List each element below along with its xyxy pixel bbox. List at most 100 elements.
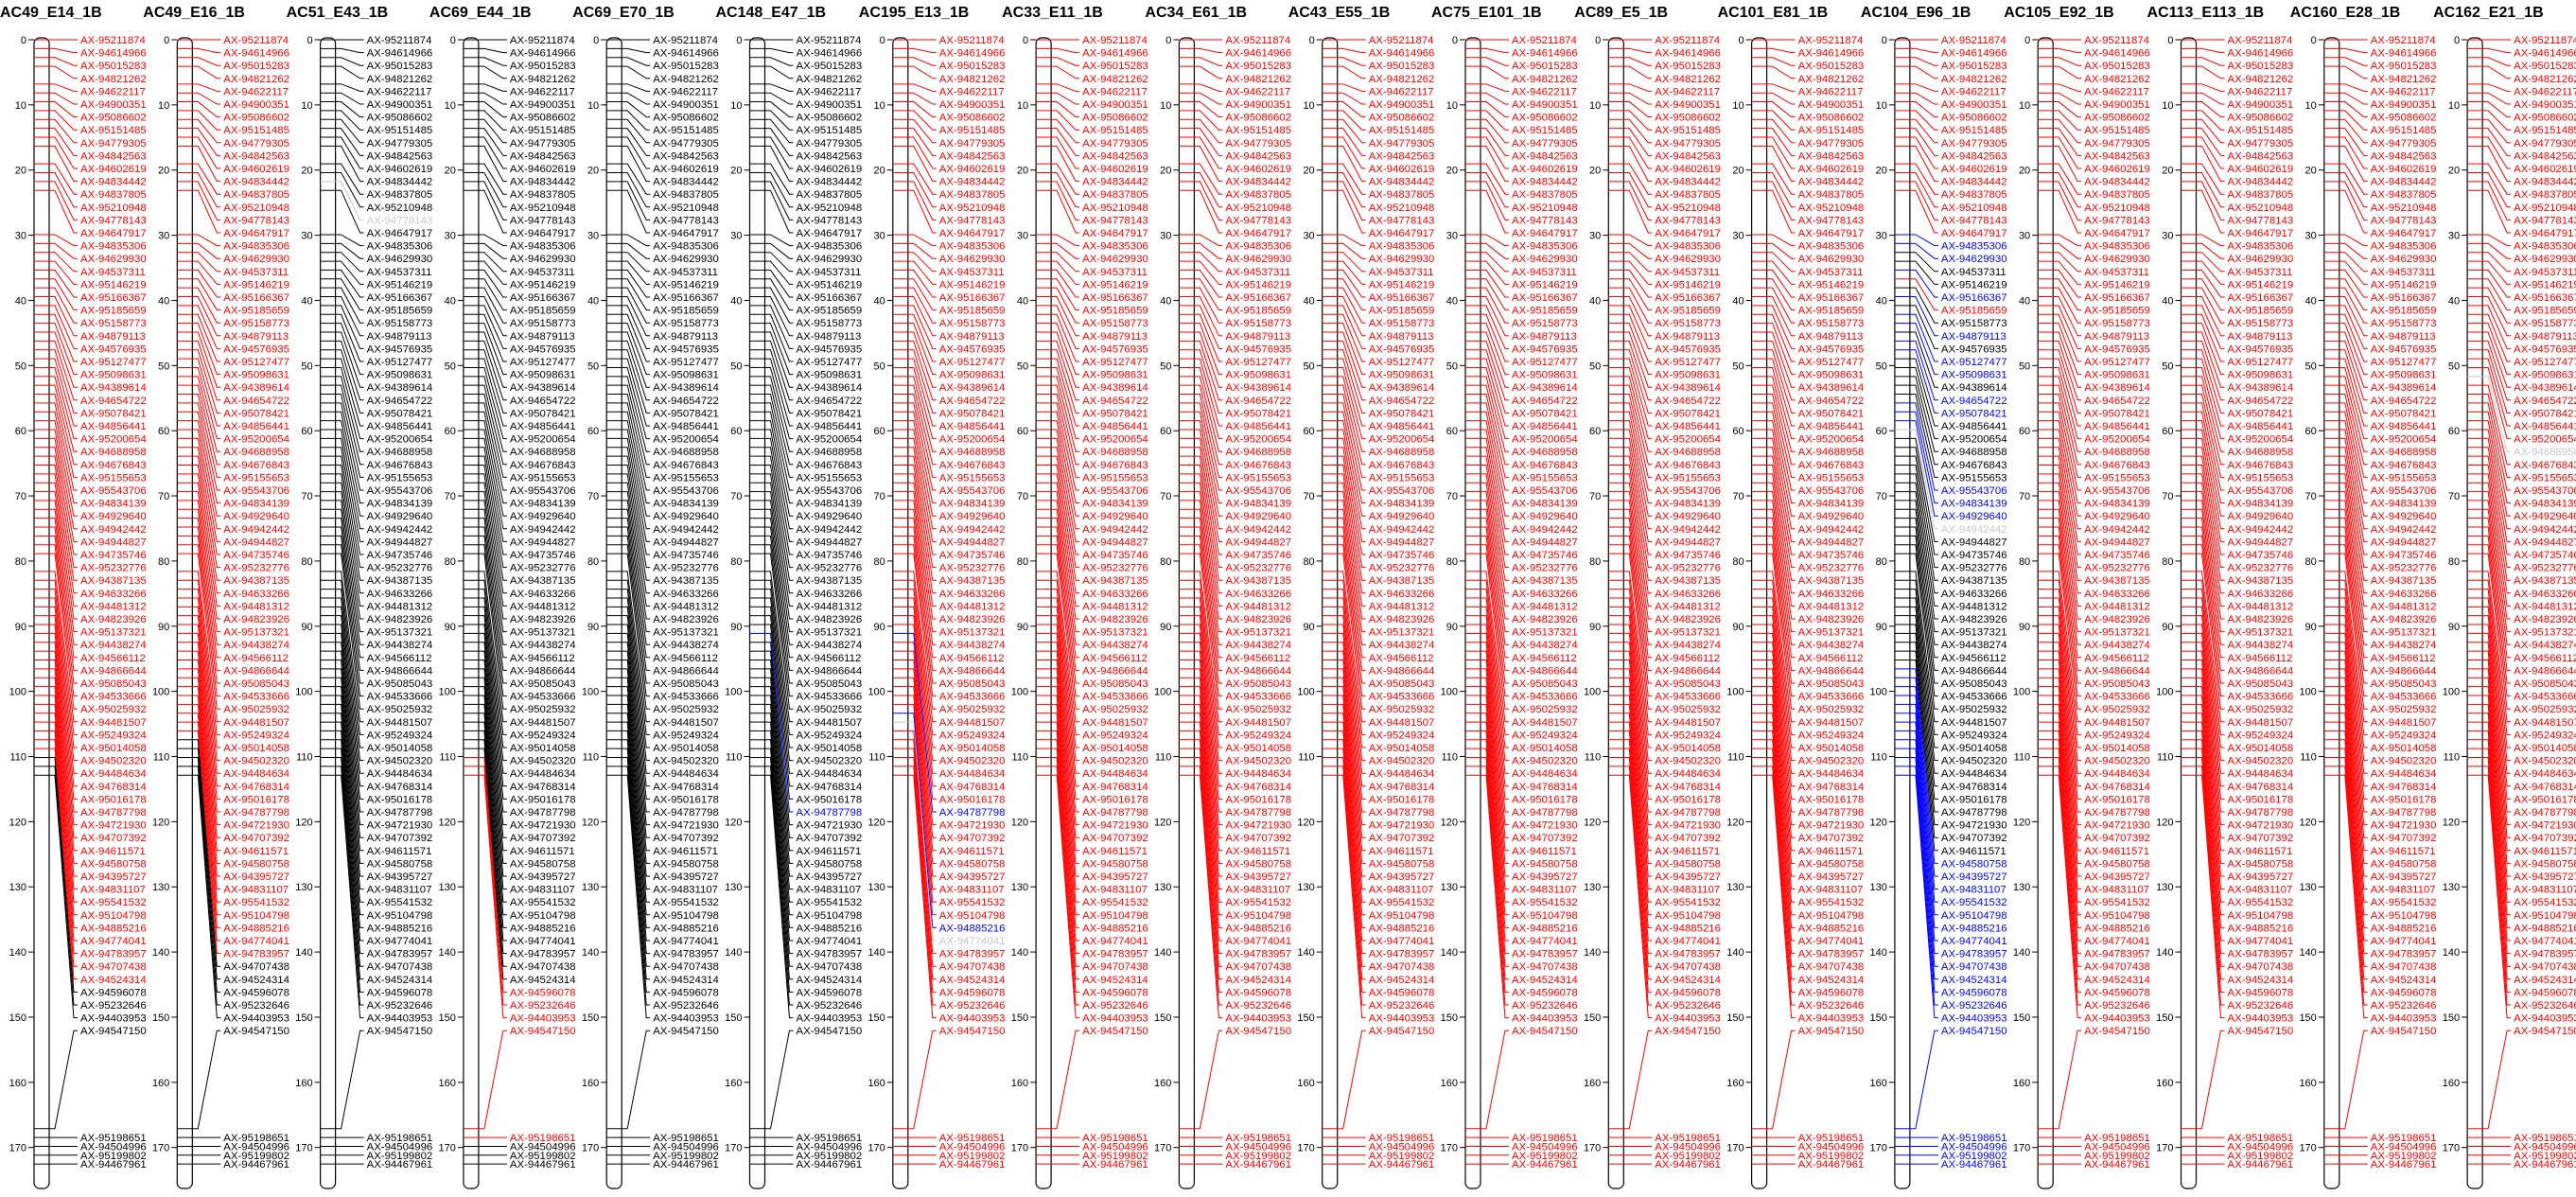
marker-label: AX-94856441 xyxy=(939,421,1006,432)
marker-connector xyxy=(2482,394,2512,478)
marker-connector xyxy=(1481,136,1509,169)
marker-connector xyxy=(49,349,78,414)
marker-label: AX-95543706 xyxy=(939,485,1006,497)
marker-label: AX-94735746 xyxy=(2228,550,2294,561)
marker-connector xyxy=(49,83,78,92)
marker-label: AX-94633266 xyxy=(1225,589,1291,600)
marker-connector xyxy=(1766,101,1796,118)
marker-connector xyxy=(2482,376,2512,452)
marker-connector xyxy=(2339,642,2368,826)
marker-label: AX-95198651 xyxy=(2228,1133,2294,1144)
marker-label: AX-94629930 xyxy=(2084,254,2150,265)
marker-connector xyxy=(1766,287,1796,324)
axis-tick-label: 150 xyxy=(9,1012,26,1024)
marker-connector xyxy=(1766,411,1796,504)
marker-connector xyxy=(1909,544,1938,697)
marker-connector xyxy=(49,695,78,903)
marker-connector xyxy=(2053,473,2082,594)
axis-tick-label: 150 xyxy=(1154,1012,1171,1024)
marker-connector xyxy=(1766,128,1796,156)
marker-connector xyxy=(2339,163,2368,195)
marker-connector xyxy=(2196,757,2225,993)
marker-label: AX-94787798 xyxy=(797,807,863,819)
marker-label: AX-95155653 xyxy=(797,472,863,484)
marker-label: AX-94835306 xyxy=(510,241,576,253)
marker-connector xyxy=(764,748,794,980)
marker-label: AX-95166367 xyxy=(1082,292,1148,304)
marker-label: AX-94768314 xyxy=(1369,782,1435,793)
marker-connector xyxy=(1194,411,1223,504)
axis-tick-label: 160 xyxy=(1726,1078,1744,1089)
marker-connector xyxy=(2053,296,2082,337)
marker-label: AX-95151485 xyxy=(510,125,576,136)
marker-connector xyxy=(1337,660,1366,852)
marker-connector xyxy=(2196,349,2225,414)
marker-connector xyxy=(1623,181,1653,220)
marker-label: AX-94502320 xyxy=(1655,756,1721,767)
marker-connector xyxy=(2482,269,2512,298)
marker-label: AX-95198651 xyxy=(797,1133,863,1144)
marker-connector xyxy=(764,597,794,762)
marker-label: AX-94774041 xyxy=(1512,936,1578,947)
marker-connector xyxy=(2482,181,2512,220)
marker-label: AX-94537311 xyxy=(1941,267,2006,278)
marker-connector xyxy=(1766,269,1796,298)
marker-label: AX-94580758 xyxy=(2371,858,2437,870)
marker-label: AX-94596078 xyxy=(2371,987,2437,998)
axis-tick-label: 50 xyxy=(2448,361,2460,372)
marker-connector xyxy=(907,269,937,298)
marker-connector xyxy=(2482,402,2512,491)
marker-connector xyxy=(2053,526,2082,671)
marker-label: AX-94866644 xyxy=(80,665,147,677)
marker-label: AX-94547150 xyxy=(367,1026,433,1037)
marker-connector xyxy=(1051,739,1080,967)
marker-label: AX-94707392 xyxy=(80,833,147,844)
marker-label: AX-95016178 xyxy=(1941,794,2007,805)
marker-connector xyxy=(192,420,221,517)
marker-connector xyxy=(1766,482,1796,607)
marker-connector xyxy=(764,260,794,285)
marker-connector xyxy=(49,544,78,697)
marker-connector xyxy=(335,313,364,362)
marker-label: AX-94629930 xyxy=(367,254,433,265)
marker-label: AX-95543706 xyxy=(1369,485,1435,497)
marker-label: AX-94929640 xyxy=(80,511,147,522)
marker-connector xyxy=(1623,713,1653,928)
marker-label: AX-94783957 xyxy=(1082,949,1148,960)
axis-tick-label: 30 xyxy=(1732,231,1744,242)
marker-label: AX-94834139 xyxy=(1369,499,1435,510)
marker-connector xyxy=(1194,730,1223,955)
marker-label: AX-94438274 xyxy=(1941,640,2007,651)
marker-label: AX-94438274 xyxy=(2371,640,2437,651)
marker-connector xyxy=(1909,677,1938,877)
marker-label: AX-95166367 xyxy=(80,292,147,304)
marker-label: AX-94779305 xyxy=(1225,138,1291,150)
marker-label: AX-95086602 xyxy=(653,113,719,124)
marker-label: AX-95146219 xyxy=(2514,279,2576,290)
marker-label: AX-94707438 xyxy=(939,961,1006,973)
marker-connector xyxy=(1051,721,1080,942)
marker-connector xyxy=(2053,589,2082,748)
axis-tick-label: 110 xyxy=(2300,752,2317,764)
marker-label: AX-94768314 xyxy=(1512,782,1578,793)
marker-label: AX-94633266 xyxy=(653,589,719,600)
marker-connector xyxy=(49,447,78,555)
marker-connector xyxy=(907,305,937,349)
marker-connector xyxy=(335,358,364,427)
marker-label: AX-95543706 xyxy=(1082,485,1148,497)
marker-connector xyxy=(1481,65,1509,79)
marker-label: AX-94633266 xyxy=(1082,589,1148,600)
marker-connector xyxy=(1337,118,1366,144)
marker-connector xyxy=(1481,589,1509,748)
marker-label: AX-94778143 xyxy=(1369,215,1435,226)
marker-label: AX-95232646 xyxy=(1798,1000,1865,1012)
marker-connector xyxy=(1909,624,1938,800)
marker-label: AX-94823926 xyxy=(510,614,576,625)
marker-connector xyxy=(49,660,78,852)
marker-connector xyxy=(1909,83,1938,92)
marker-label: AX-95166367 xyxy=(367,292,433,304)
axis-tick-label: 0 xyxy=(2454,35,2460,46)
marker-connector xyxy=(1194,110,1223,131)
marker-label: AX-95200654 xyxy=(367,434,433,446)
marker-label: AX-94821262 xyxy=(1225,74,1291,85)
